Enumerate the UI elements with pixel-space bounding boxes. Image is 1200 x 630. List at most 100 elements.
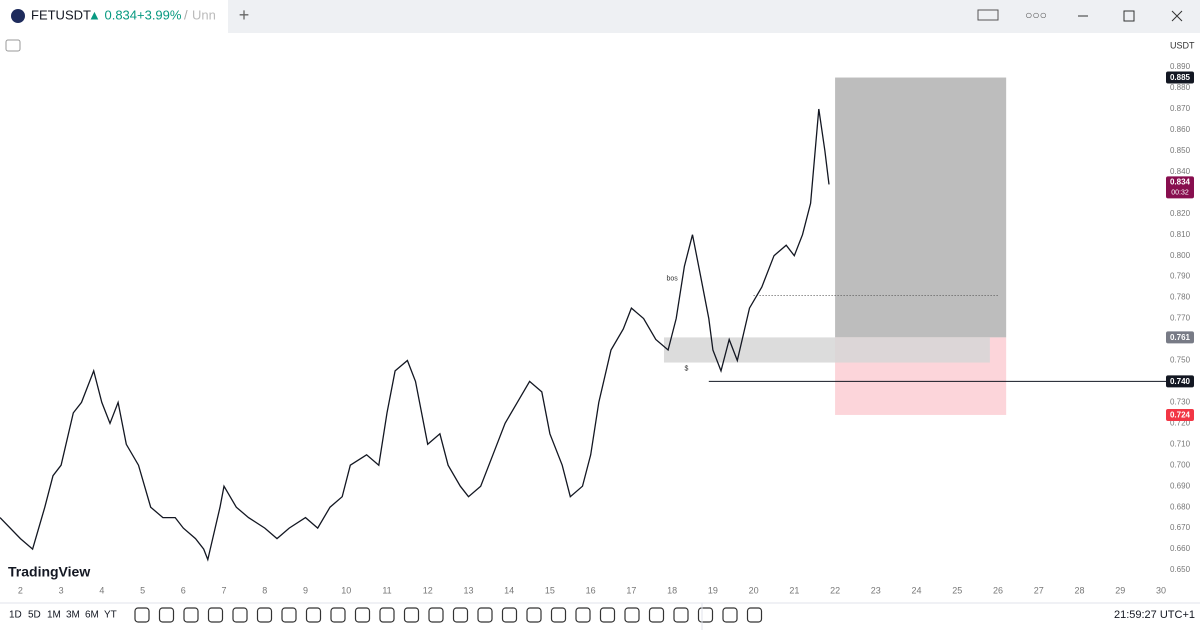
last-price: 0.834 (1170, 178, 1191, 187)
tool-icon[interactable] (183, 607, 199, 623)
x-tick-label: 2 (18, 585, 23, 595)
range-button[interactable]: YT (104, 610, 117, 621)
x-tick-label: 13 (463, 585, 473, 595)
entry-label: 0.761 (1170, 333, 1191, 342)
x-tick-label: 12 (423, 585, 433, 595)
y-tick-label: 0.690 (1170, 481, 1191, 490)
tool-icon[interactable] (256, 607, 273, 623)
annotation: bos (666, 276, 678, 283)
x-tick-label: 25 (952, 585, 962, 595)
tool-icon[interactable] (134, 607, 150, 623)
tab[interactable] (0, 0, 228, 33)
y-tick-label: 0.650 (1170, 565, 1191, 574)
tool-icon[interactable] (281, 607, 297, 623)
x-tick-label: 18 (667, 585, 677, 595)
tool-icon[interactable] (452, 607, 469, 623)
x-tick-label: 8 (262, 585, 267, 595)
x-tick-label: 3 (59, 585, 64, 595)
new-tab[interactable]: + (239, 5, 250, 25)
tool-icon[interactable] (379, 607, 395, 623)
y-tick-label: 0.750 (1170, 356, 1191, 365)
entry-label-bg (1166, 331, 1194, 344)
tool-icon[interactable] (305, 607, 322, 623)
layout-button[interactable] (977, 9, 999, 21)
tool-icon[interactable] (722, 607, 738, 623)
tool-icon[interactable] (330, 607, 346, 623)
tool-icon[interactable] (526, 607, 542, 623)
x-tick-label: 23 (871, 585, 881, 595)
close[interactable] (1171, 10, 1183, 22)
y-tick-label: 0.780 (1170, 293, 1191, 302)
price-line (0, 108, 830, 562)
tool-icon[interactable] (746, 607, 763, 623)
separator: / (184, 7, 188, 22)
x-tick-label: 28 (1074, 585, 1084, 595)
y-tick-label: 0.710 (1170, 439, 1191, 448)
tool-icon[interactable] (158, 607, 175, 623)
x-tick-label: 24 (912, 585, 922, 595)
y-tick-label: 0.840 (1170, 167, 1191, 176)
tool-icon[interactable] (403, 607, 420, 623)
y-tick-label: 0.850 (1170, 146, 1191, 155)
tool-icon[interactable] (428, 607, 444, 623)
tool-icon[interactable] (648, 607, 665, 623)
range-button[interactable]: 1M (47, 610, 61, 621)
y-tick-label: 0.770 (1170, 314, 1191, 323)
x-tick-label: 9 (303, 585, 308, 595)
y-tick-label: 0.680 (1170, 502, 1191, 511)
tool-icon[interactable] (599, 607, 616, 623)
x-tick-label: 14 (504, 585, 514, 595)
range-button[interactable]: 3M (66, 610, 80, 621)
x-tick-label: 16 (586, 585, 596, 595)
tool-icon[interactable] (624, 607, 640, 623)
maximize[interactable] (1123, 10, 1135, 22)
x-tick-label: 15 (545, 585, 555, 595)
currency[interactable]: USDT (1170, 40, 1195, 50)
tool-icon[interactable] (232, 607, 248, 623)
layout-name: Unn (192, 7, 216, 22)
x-tick-label: 5 (140, 585, 145, 595)
annotation: $ (684, 366, 688, 373)
x-tick-label: 26 (993, 585, 1003, 595)
tool-icon[interactable] (697, 607, 714, 623)
y-tick-label: 0.880 (1170, 83, 1191, 92)
y-tick-label: 0.790 (1170, 272, 1191, 281)
symbol-icon (11, 9, 25, 23)
logo: TradingView (8, 564, 90, 580)
countdown: 00:32 (1171, 189, 1189, 196)
level-label-bg (1166, 375, 1194, 388)
last-price-bg (1166, 176, 1194, 199)
tool-icon[interactable] (575, 607, 591, 623)
stop-label-bg (1166, 408, 1194, 421)
x-tick-label: 30 (1156, 585, 1166, 595)
tool-icon[interactable] (354, 607, 371, 623)
target-label-bg (1166, 71, 1194, 84)
range-button[interactable]: 5D (28, 610, 41, 621)
y-tick-label: 0.870 (1170, 104, 1191, 113)
profit-zone (835, 77, 1007, 338)
tool-icon[interactable] (477, 607, 493, 623)
y-tick-label: 0.860 (1170, 125, 1191, 134)
tool-icon[interactable] (550, 607, 567, 623)
tool-icon[interactable] (207, 607, 224, 623)
x-tick-label: 29 (1115, 585, 1125, 595)
range-button[interactable]: 1D (9, 610, 22, 621)
collapse-button[interactable] (5, 39, 21, 52)
tool-icon[interactable] (501, 607, 518, 623)
x-tick-label: 11 (382, 585, 391, 595)
x-tick-label: 19 (708, 585, 718, 595)
y-tick-label: 0.670 (1170, 523, 1191, 532)
y-tick-label: 0.890 (1170, 62, 1191, 71)
range-button[interactable]: 6M (85, 610, 99, 621)
x-tick-label: 22 (830, 585, 840, 595)
tool-icon[interactable] (673, 607, 689, 623)
y-tick-label: 0.700 (1170, 460, 1191, 469)
clock: 21:59:27 UTC+1 (1114, 609, 1195, 621)
y-tick-label: 0.820 (1170, 209, 1191, 218)
more-button[interactable]: ○○○ (1025, 8, 1047, 22)
pct-change: +3.99% (137, 7, 182, 22)
x-tick-label: 6 (181, 585, 186, 595)
x-tick-label: 21 (789, 585, 799, 595)
